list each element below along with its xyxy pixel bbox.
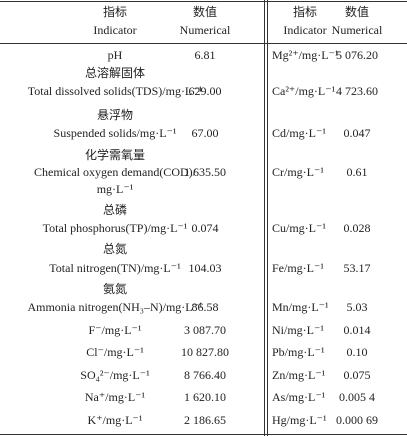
value: 0.014 (343, 323, 371, 337)
value: 104.03 (188, 261, 222, 275)
header-en: Numerical (179, 23, 231, 37)
indicator-en: mg·L⁻¹ (96, 182, 134, 196)
indicator-en: SO₄²⁻/mg·L⁻¹ (80, 368, 150, 382)
value: 0.61 (346, 165, 368, 179)
indicator: Ni/mg·L⁻¹ (272, 323, 324, 337)
header-zh: 数值 (192, 5, 217, 19)
indicator-en: Total nitrogen(TN)/mg·L⁻¹ (49, 261, 181, 275)
header-zh: 数值 (344, 5, 369, 19)
indicator-en: Chemical oxygen demand(COD)/ (34, 165, 196, 179)
indicator-en: Ammonia nitrogen(NH₃–N)/mg·L⁻¹ (27, 300, 203, 314)
indicator-en: Total dissolved solids(TDS)/mg·L⁻¹ (27, 84, 203, 98)
header-en: Indicator (93, 23, 137, 37)
indicator: Mg²⁺/mg·L⁻¹ (272, 48, 339, 62)
value: 6.81 (194, 48, 216, 62)
value: 4 723.60 (336, 84, 378, 98)
value: 0.005 4 (339, 390, 375, 404)
indicator: Pb/mg·L⁻¹ (272, 345, 325, 359)
rule-header (0, 43, 407, 44)
indicator: As/mg·L⁻¹ (272, 390, 326, 404)
indicator-en: K⁺/mg·L⁻¹ (87, 413, 143, 427)
indicator: Hg/mg·L⁻¹ (272, 413, 327, 427)
value: 629.00 (188, 84, 222, 98)
header-en: Indicator (283, 23, 327, 37)
indicator: Ca²⁺/mg·L⁻¹ (272, 84, 336, 98)
value: 86.58 (191, 300, 219, 314)
indicator-en: pH (107, 48, 123, 62)
value: 0.000 69 (336, 413, 378, 427)
divider (267, 0, 268, 436)
value: 67.00 (191, 126, 219, 140)
indicator-zh: 化学需氧量 (84, 148, 145, 162)
header-zh: 指标 (292, 5, 317, 19)
value: 3 087.70 (184, 323, 226, 337)
header-en: Numerical (331, 23, 383, 37)
indicator: Cr/mg·L⁻¹ (272, 165, 324, 179)
indicator: Fe/mg·L⁻¹ (272, 261, 324, 275)
indicator-zh: 总磷 (102, 203, 127, 217)
value: 5.03 (346, 300, 368, 314)
indicator-en: Cl⁻/mg·L⁻¹ (86, 345, 144, 359)
value: 0.047 (343, 126, 371, 140)
value: 10 827.80 (181, 345, 229, 359)
rule-bottom (0, 434, 407, 435)
indicator: Zn/mg·L⁻¹ (272, 368, 326, 382)
value: 8 766.40 (184, 368, 226, 382)
value: 0.10 (346, 345, 368, 359)
divider (264, 0, 265, 436)
value: 1 620.10 (184, 390, 226, 404)
header-zh: 指标 (102, 5, 127, 19)
value: 1 635.50 (184, 165, 226, 179)
indicator: Cd/mg·L⁻¹ (272, 126, 326, 140)
value: 2 186.65 (184, 413, 226, 427)
indicator-zh: 总氮 (102, 242, 127, 256)
value: 0.028 (343, 221, 371, 235)
indicator-en: Suspended solids/mg·L⁻¹ (53, 126, 177, 140)
indicator-zh: 悬浮物 (96, 108, 133, 122)
value: 53.17 (343, 261, 371, 275)
indicator-en: Total phosphorus(TP)/mg·L⁻¹ (42, 221, 188, 235)
indicator-en: Na⁺/mg·L⁻¹ (84, 390, 146, 404)
indicator: Mn/mg·L⁻¹ (272, 300, 329, 314)
value: 5 076.20 (336, 48, 378, 62)
value: 0.074 (191, 221, 219, 235)
indicator-zh: 氨氮 (102, 282, 127, 296)
value: 0.075 (343, 368, 371, 382)
indicator-zh: 总溶解固体 (84, 66, 145, 80)
indicator-en: F⁻/mg·L⁻¹ (88, 323, 142, 337)
rule-top (0, 1, 407, 2)
indicator: Cu/mg·L⁻¹ (272, 221, 326, 235)
